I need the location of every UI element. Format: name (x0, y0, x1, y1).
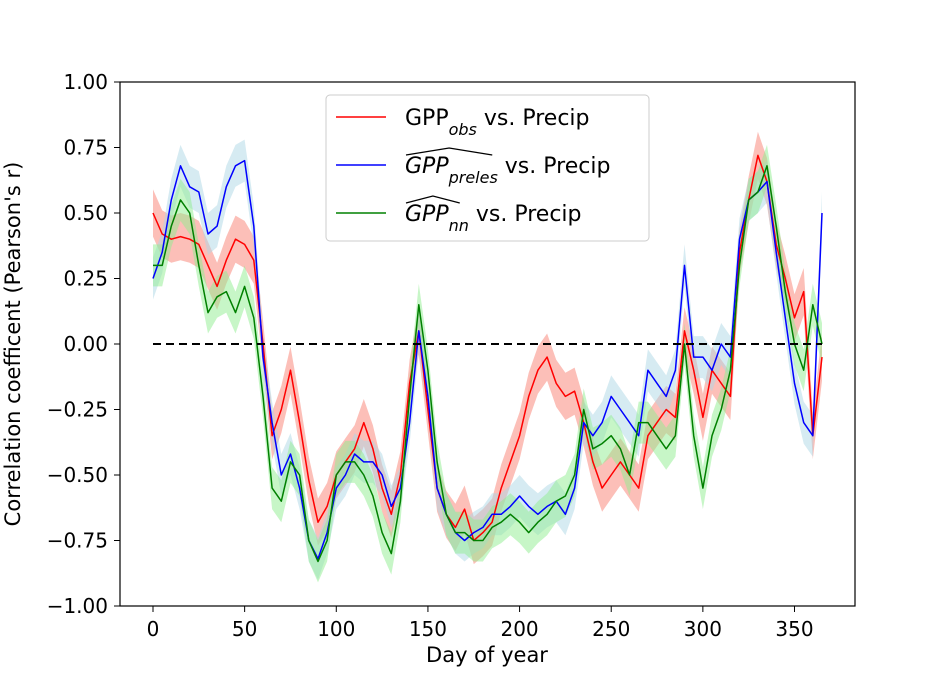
y-tick-label: 0.50 (63, 201, 108, 225)
y-tick-label: 0.00 (63, 332, 108, 356)
x-tick-label: 0 (147, 617, 160, 641)
y-tick-label: −1.00 (47, 594, 108, 618)
y-tick-label: −0.75 (47, 529, 108, 553)
legend-label-preles: GPPpreles vs. Precip (405, 154, 610, 187)
x-tick-label: 150 (409, 617, 447, 641)
x-axis-label: Day of year (426, 643, 548, 667)
x-tick-label: 300 (684, 617, 722, 641)
y-tick-label: 0.25 (63, 267, 108, 291)
legend-hat-nn (405, 195, 460, 204)
y-axis-label: Correlation coefficent (Pearson's r) (1, 162, 25, 527)
legend-hat-preles (405, 147, 493, 156)
series-line-nn (153, 165, 823, 563)
y-tick-label: 1.00 (63, 70, 108, 94)
band-nn (153, 144, 822, 583)
y-tick-label: −0.25 (47, 398, 108, 422)
y-axis-ticks: −1.00 −0.75 −0.50 −0.25 0.00 0.25 0.50 0.75 1.00 (47, 70, 120, 618)
legend-label-nn: GPPnn vs. Precip (405, 202, 582, 235)
series-lines (152, 154, 823, 563)
x-tick-label: 250 (592, 617, 630, 641)
y-tick-label: −0.50 (47, 463, 108, 487)
x-tick-label: 350 (775, 617, 813, 641)
x-axis-ticks: 0 50 100 150 200 250 300 350 (147, 606, 814, 641)
x-tick-label: 100 (317, 617, 355, 641)
legend-frame (325, 94, 650, 242)
series-line-obs (152, 154, 823, 542)
legend: GPPobs vs. Precip GPPpreles vs. Precip GPP… (325, 94, 650, 242)
series-line-preles (152, 159, 823, 560)
x-tick-label: 200 (500, 617, 538, 641)
x-tick-label: 50 (232, 617, 257, 641)
y-tick-label: 0.75 (63, 136, 108, 160)
legend-label-obs: GPPobs vs. Precip (405, 106, 590, 139)
